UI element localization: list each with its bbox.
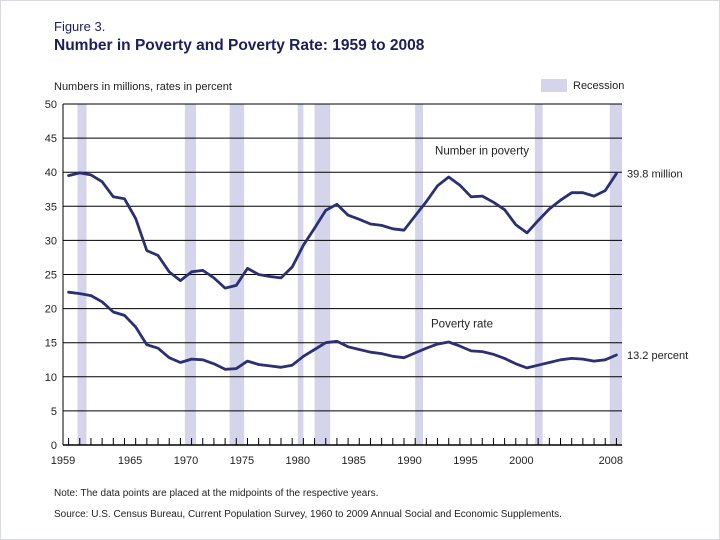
x-tick-label-1965: 1965 <box>118 455 142 467</box>
series-name-label-1: Poverty rate <box>431 319 493 331</box>
x-tick-label-1995: 1995 <box>453 455 477 467</box>
series-end-label-1: 13.2 percent <box>627 350 688 362</box>
x-tick-label-2008: 2008 <box>599 455 623 467</box>
y-tick-label-10: 10 <box>45 372 57 384</box>
figure-label: Figure 3. <box>54 19 106 34</box>
x-tick-label-1975: 1975 <box>230 455 254 467</box>
legend-swatch-recession <box>541 79 567 92</box>
y-tick-label-25: 25 <box>45 270 57 282</box>
y-tick-label-50: 50 <box>45 99 57 111</box>
chart-note: Note: The data points are placed at the … <box>54 488 379 499</box>
x-tick-label-1959: 1959 <box>51 455 75 467</box>
x-tick-label-2000: 2000 <box>509 455 533 467</box>
y-tick-label-0: 0 <box>51 440 57 452</box>
y-tick-label-35: 35 <box>45 201 57 213</box>
series-end-label-0: 39.8 million <box>627 169 683 181</box>
y-tick-label-15: 15 <box>45 338 57 350</box>
y-tick-label-40: 40 <box>45 167 57 179</box>
x-tick-label-1990: 1990 <box>397 455 421 467</box>
axes: 0 5 10 15 20 25 30 35 40 45 50 1959 1965 1970 1975 1980… <box>45 99 623 467</box>
y-axis-label: Numbers in millions, rates in percent <box>54 81 232 93</box>
series-name-label-0: Number in poverty <box>435 145 529 157</box>
series-lines <box>67 171 618 371</box>
y-tick-label-30: 30 <box>45 235 57 247</box>
y-tick-label-45: 45 <box>45 133 57 145</box>
legend-label-recession: Recession <box>573 79 625 92</box>
chart-title: Number in Poverty and Poverty Rate: 1959… <box>54 37 425 54</box>
series-line-1 <box>67 290 618 371</box>
x-tick-label-1970: 1970 <box>174 455 198 467</box>
x-tick-label-1985: 1985 <box>341 455 365 467</box>
series-labels: 39.8 million 13.2 percent Number in povert… <box>431 145 688 362</box>
gridlines <box>63 103 622 412</box>
chart-source: Source: U.S. Census Bureau, Current Popu… <box>54 509 562 520</box>
x-tick-label-1980: 1980 <box>286 455 310 467</box>
series-line-0 <box>67 171 618 290</box>
y-tick-label-20: 20 <box>45 304 57 316</box>
y-tick-label-5: 5 <box>51 406 57 418</box>
legend: Recession <box>541 79 624 92</box>
